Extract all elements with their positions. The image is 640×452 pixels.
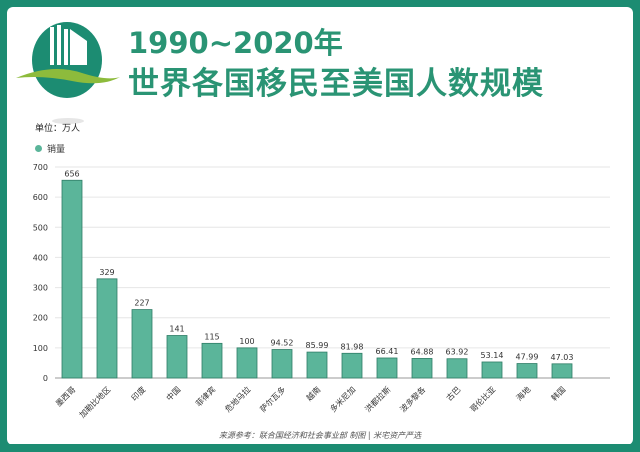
legend-dot-icon	[35, 145, 42, 152]
x-tick-label: 洪都拉斯	[363, 384, 393, 414]
bar	[61, 179, 83, 379]
x-tick-label: 萨尔瓦多	[258, 384, 288, 414]
x-tick-label: 波多黎各	[398, 384, 428, 414]
legend: 销量	[35, 142, 65, 155]
data-label: 64.88	[411, 347, 434, 356]
data-label: 100	[239, 337, 254, 346]
bar	[96, 278, 118, 379]
y-tick-label: 200	[33, 314, 48, 323]
source-note: 来源参考：联合国经济和社会事业部 制图 | 米宅资产严选	[218, 431, 422, 440]
footer-bar	[0, 444, 640, 452]
data-label: 85.99	[306, 341, 329, 350]
y-tick-label: 400	[33, 253, 48, 262]
x-tick-label: 海地	[514, 384, 532, 402]
bar	[271, 349, 293, 379]
bar	[446, 358, 468, 379]
bar	[236, 347, 258, 379]
x-tick-label: 多米尼加	[328, 384, 358, 414]
data-label: 63.92	[446, 348, 469, 357]
y-tick-label: 500	[33, 223, 48, 232]
x-tick-label: 危地马拉	[223, 384, 253, 414]
y-tick-label: 700	[33, 163, 48, 172]
bar	[306, 351, 328, 379]
bar	[341, 352, 363, 379]
x-tick-label: 菲律宾	[193, 384, 217, 408]
unit-label: 单位：万人	[35, 124, 81, 134]
x-tick-label: 中国	[164, 384, 182, 402]
bar	[481, 361, 503, 379]
y-tick-label: 100	[33, 344, 48, 353]
title-line-1: 1990~2020年	[128, 26, 343, 60]
x-tick-label: 韩国	[549, 384, 567, 402]
data-label: 115	[204, 332, 219, 341]
y-tick-label: 0	[43, 374, 48, 383]
bar	[551, 363, 573, 379]
data-label: 53.14	[481, 351, 504, 360]
x-tick-label: 古巴	[444, 384, 462, 402]
legend-label: 销量	[47, 145, 66, 155]
y-tick-label: 600	[33, 193, 48, 202]
x-tick-label: 加勒比地区	[77, 384, 112, 419]
bar	[376, 357, 398, 379]
data-label: 329	[99, 268, 114, 277]
data-label: 227	[134, 299, 149, 308]
title-line-2: 世界各国移民至美国人数规模	[128, 66, 544, 102]
x-tick-label: 印度	[129, 384, 147, 402]
bar	[201, 342, 223, 379]
bar	[411, 358, 433, 379]
data-label: 94.52	[271, 339, 294, 348]
data-label: 66.41	[376, 347, 399, 356]
bar	[166, 335, 188, 379]
bar	[516, 363, 538, 379]
data-label: 141	[169, 324, 184, 333]
logo	[16, 22, 120, 124]
data-label: 47.99	[516, 353, 539, 362]
data-label: 81.98	[341, 342, 364, 351]
x-tick-label: 越南	[304, 384, 322, 402]
data-label: 47.03	[551, 353, 574, 362]
x-tick-label: 墨西哥	[54, 385, 77, 408]
data-label: 656	[64, 169, 79, 178]
bar	[131, 309, 153, 379]
x-tick-label: 哥伦比亚	[468, 384, 498, 414]
y-tick-label: 300	[33, 284, 48, 293]
